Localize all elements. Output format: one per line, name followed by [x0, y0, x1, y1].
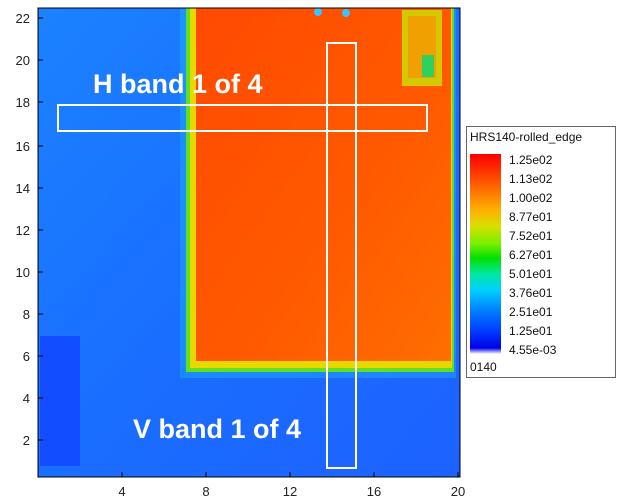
legend-label: 1.25e01 — [509, 324, 553, 338]
y-axis: 2 4 6 8 10 12 14 16 18 20 22 — [16, 11, 43, 448]
v-band-rect[interactable] — [326, 42, 357, 469]
h-band-label: H band 1 of 4 — [93, 69, 263, 99]
y-tick-label: 4 — [23, 391, 30, 406]
cold-region — [40, 336, 80, 466]
legend-label: 8.77e01 — [509, 210, 553, 224]
y-tick-label: 2 — [23, 433, 30, 448]
x-axis: 4 8 12 16 20 — [118, 472, 465, 499]
legend-label: 6.27e01 — [509, 248, 553, 262]
y-tick-label: 12 — [16, 223, 30, 238]
y-tick-label: 10 — [16, 265, 30, 280]
x-tick-label: 8 — [202, 484, 209, 499]
top-notch-2 — [342, 9, 350, 17]
legend-label: 5.01e01 — [509, 267, 553, 281]
top-notch-1 — [314, 8, 322, 16]
y-tick-label: 16 — [16, 139, 30, 154]
legend-label: 1.00e02 — [509, 191, 553, 205]
y-tick-label: 22 — [16, 11, 30, 26]
x-tick-label: 20 — [451, 484, 465, 499]
v-band-label: V band 1 of 4 — [133, 414, 301, 444]
plot-frame — [37, 7, 461, 478]
y-tick-label: 18 — [16, 95, 30, 110]
h-band-rect[interactable] — [57, 104, 428, 132]
legend-label: 2.51e01 — [509, 305, 553, 319]
legend-label: 3.76e01 — [509, 286, 553, 300]
x-tick-label: 12 — [283, 484, 297, 499]
y-tick-label: 20 — [16, 53, 30, 68]
legend-label: 1.25e02 — [509, 153, 553, 167]
legend-label: 7.52e01 — [509, 229, 553, 243]
x-tick-label: 4 — [118, 484, 125, 499]
legend-label: 1.13e02 — [509, 172, 553, 186]
legend-title: HRS140-rolled_edge — [470, 130, 583, 144]
corner-feature-spot — [422, 55, 434, 77]
y-tick-label: 8 — [23, 307, 30, 322]
x-tick-label: 16 — [367, 484, 381, 499]
y-tick-label: 6 — [23, 349, 30, 364]
legend-label: 4.55e-03 — [509, 343, 557, 357]
legend-id: 0140 — [470, 360, 497, 374]
color-legend: HRS140-rolled_edge 1.25e02 1.13e02 1.00e… — [466, 126, 616, 378]
y-tick-label: 14 — [16, 181, 30, 196]
legend-color-bar — [470, 154, 501, 354]
